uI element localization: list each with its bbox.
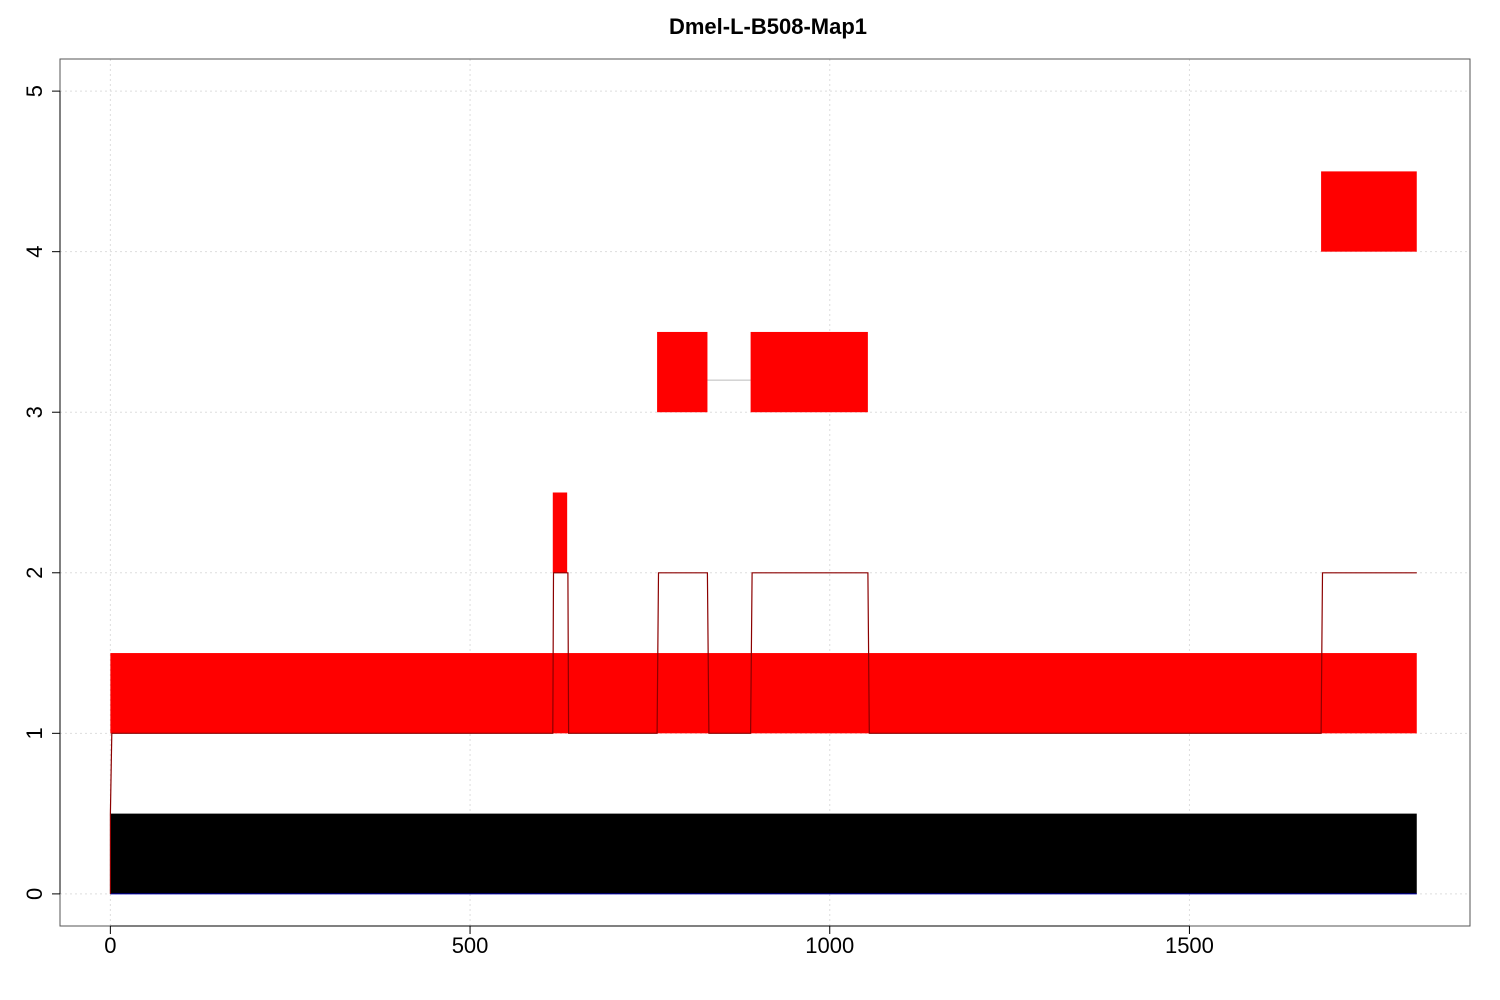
- y-tick-label: 2: [22, 567, 47, 579]
- x-tick-label: 1500: [1165, 933, 1214, 958]
- y-tick-label: 5: [22, 85, 47, 97]
- y-tick-label: 0: [22, 888, 47, 900]
- bars-layer: [110, 171, 1417, 895]
- segment-bar: [750, 331, 868, 413]
- grid-layer: [60, 59, 1470, 926]
- y-tick-label: 1: [22, 727, 47, 739]
- coverage-line: [109, 572, 1417, 894]
- y-tick-label: 4: [22, 246, 47, 258]
- plot-frame: [59, 58, 1471, 927]
- base-bar: [110, 813, 1417, 894]
- chart-title: Dmel-L-B508-Map1: [668, 14, 868, 39]
- y-tick-label: 3: [22, 406, 47, 418]
- coverage-line-layer: [109, 572, 1417, 894]
- segment-bar: [657, 331, 708, 413]
- segment-bar: [1321, 171, 1417, 252]
- segment-bar: [110, 653, 1417, 734]
- axis-layer: 0 500 1000 1500 0 1 2 3 4 5: [22, 85, 1214, 958]
- segment-bar: [552, 492, 568, 573]
- x-tick-label: 0: [104, 933, 116, 958]
- x-tick-label: 500: [452, 933, 489, 958]
- x-tick-label: 1000: [805, 933, 854, 958]
